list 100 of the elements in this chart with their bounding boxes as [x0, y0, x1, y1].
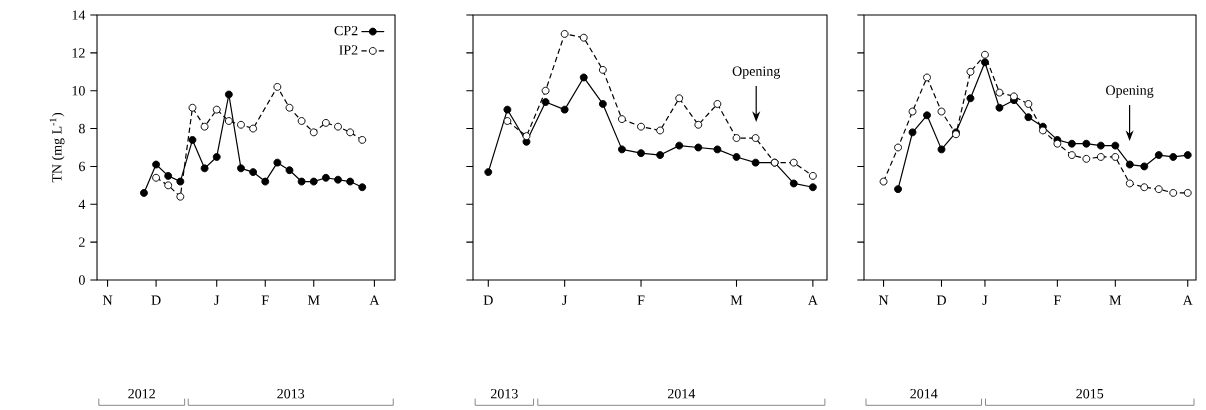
point: [923, 73, 931, 82]
point: [598, 65, 607, 74]
point: [808, 171, 817, 180]
point: [694, 143, 703, 152]
point: [966, 67, 975, 76]
point: [273, 82, 282, 91]
point: [808, 183, 817, 192]
point: [713, 145, 722, 154]
point: [200, 164, 209, 173]
x-tick-label: J: [214, 295, 220, 305]
point: [285, 166, 294, 175]
point: [1009, 92, 1018, 101]
legend-label: IP2: [339, 45, 358, 55]
point: [656, 151, 665, 159]
point: [732, 153, 741, 161]
point: [1024, 113, 1033, 122]
y-tick-label: 14: [72, 10, 86, 20]
point: [188, 135, 197, 144]
x-tick-label: F: [637, 295, 645, 305]
point: [309, 177, 318, 186]
text: 2013: [277, 388, 305, 399]
x-tick-label: D: [151, 295, 161, 305]
x-tick-label: F: [261, 295, 269, 305]
point: [1082, 154, 1091, 163]
point: [140, 188, 148, 197]
point: [321, 118, 330, 127]
point: [1140, 183, 1149, 192]
x-tick-label: F: [1053, 295, 1061, 305]
point: [503, 117, 512, 125]
point: [237, 164, 245, 173]
annotation: Opening: [732, 66, 781, 79]
point: [261, 177, 270, 186]
point: [1053, 139, 1062, 148]
y-tick-label: 0: [78, 275, 85, 285]
legend-label: CP2: [334, 25, 358, 36]
point: [751, 134, 760, 142]
text: 2012: [128, 388, 155, 399]
point: [579, 33, 588, 42]
point: [503, 105, 512, 114]
point: [1111, 153, 1120, 161]
text: 2013: [490, 388, 518, 399]
point: [152, 160, 161, 169]
point: [346, 177, 355, 186]
x-tick-label: J: [982, 295, 988, 305]
point: [751, 158, 760, 167]
x-tick-label: A: [807, 295, 818, 305]
point: [789, 158, 798, 167]
point: [656, 126, 665, 135]
x-tick-label: N: [878, 295, 889, 305]
point: [966, 94, 975, 103]
y-tick-label: 12: [72, 48, 85, 58]
text: 2014: [667, 388, 696, 399]
point: [249, 124, 258, 133]
point: [1169, 188, 1178, 197]
point: [541, 98, 550, 106]
point: [894, 185, 902, 194]
point: [1024, 100, 1033, 108]
x-tick-label: D: [483, 295, 493, 305]
y-axis-title: TN (mg L$^{-1}$): [49, 112, 65, 183]
point: [249, 168, 258, 177]
point: [1067, 151, 1076, 159]
x-tick-label: N: [102, 295, 113, 305]
point: [212, 153, 221, 161]
point: [200, 122, 209, 131]
point: [789, 179, 798, 188]
point: [995, 88, 1004, 97]
point: [358, 183, 367, 192]
x-tick-label: A: [1182, 295, 1193, 305]
point: [732, 134, 741, 142]
text: 2015: [1076, 388, 1104, 399]
point: [176, 192, 185, 201]
point: [618, 145, 626, 154]
x-tick-label: A: [369, 295, 380, 305]
point: [598, 100, 607, 108]
x-tick-label: M: [1109, 295, 1122, 305]
point: [522, 132, 531, 141]
point: [188, 103, 197, 112]
point: [1111, 141, 1120, 150]
point: [1154, 185, 1163, 194]
point: [618, 115, 626, 124]
point: [1183, 188, 1192, 197]
point: [273, 158, 282, 167]
point: [285, 103, 294, 112]
point: [923, 111, 931, 120]
point: [224, 90, 233, 99]
point: [713, 100, 722, 108]
point: [176, 177, 185, 186]
y-tick-label: 4: [78, 199, 86, 209]
point: [1096, 141, 1105, 150]
point: [164, 171, 173, 180]
point: [346, 128, 355, 137]
point: [541, 86, 550, 95]
point: [1096, 153, 1105, 161]
point: [309, 128, 318, 137]
point: [1140, 162, 1149, 171]
point: [1183, 151, 1192, 159]
point: [879, 177, 888, 186]
point: [1082, 139, 1091, 148]
point: [637, 149, 645, 158]
point: [1125, 179, 1134, 188]
